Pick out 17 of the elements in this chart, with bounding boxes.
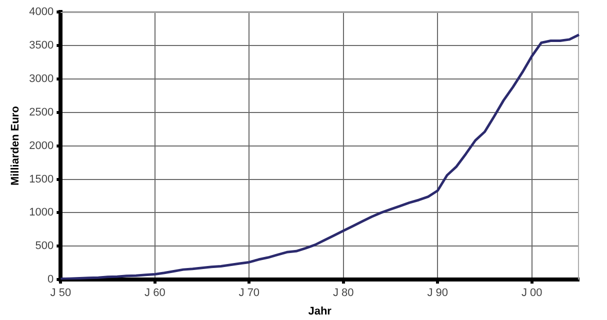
y-tick-label: 2000: [29, 140, 54, 152]
x-tick-label: J 50: [50, 287, 72, 300]
y-tick-label: 1000: [29, 206, 54, 219]
y-tick-label: 0: [48, 274, 54, 286]
x-tick-label: J 60: [144, 287, 166, 300]
y-tick-label: 3500: [29, 39, 54, 52]
x-axis-title: Jahr: [308, 305, 332, 318]
y-tick-label: 1500: [29, 173, 54, 186]
x-tick-label: J 80: [332, 287, 354, 300]
x-tick-label: J 00: [521, 287, 542, 300]
y-tick-label: 2500: [29, 106, 54, 118]
x-tick-label: J 70: [238, 287, 260, 300]
y-axis-title: Milliarden Euro: [10, 106, 22, 186]
y-tick-label: 4000: [29, 6, 54, 18]
x-tick-label: J 90: [427, 287, 448, 300]
y-tick-label: 500: [35, 240, 54, 252]
y-tick-label: 3000: [29, 72, 54, 85]
